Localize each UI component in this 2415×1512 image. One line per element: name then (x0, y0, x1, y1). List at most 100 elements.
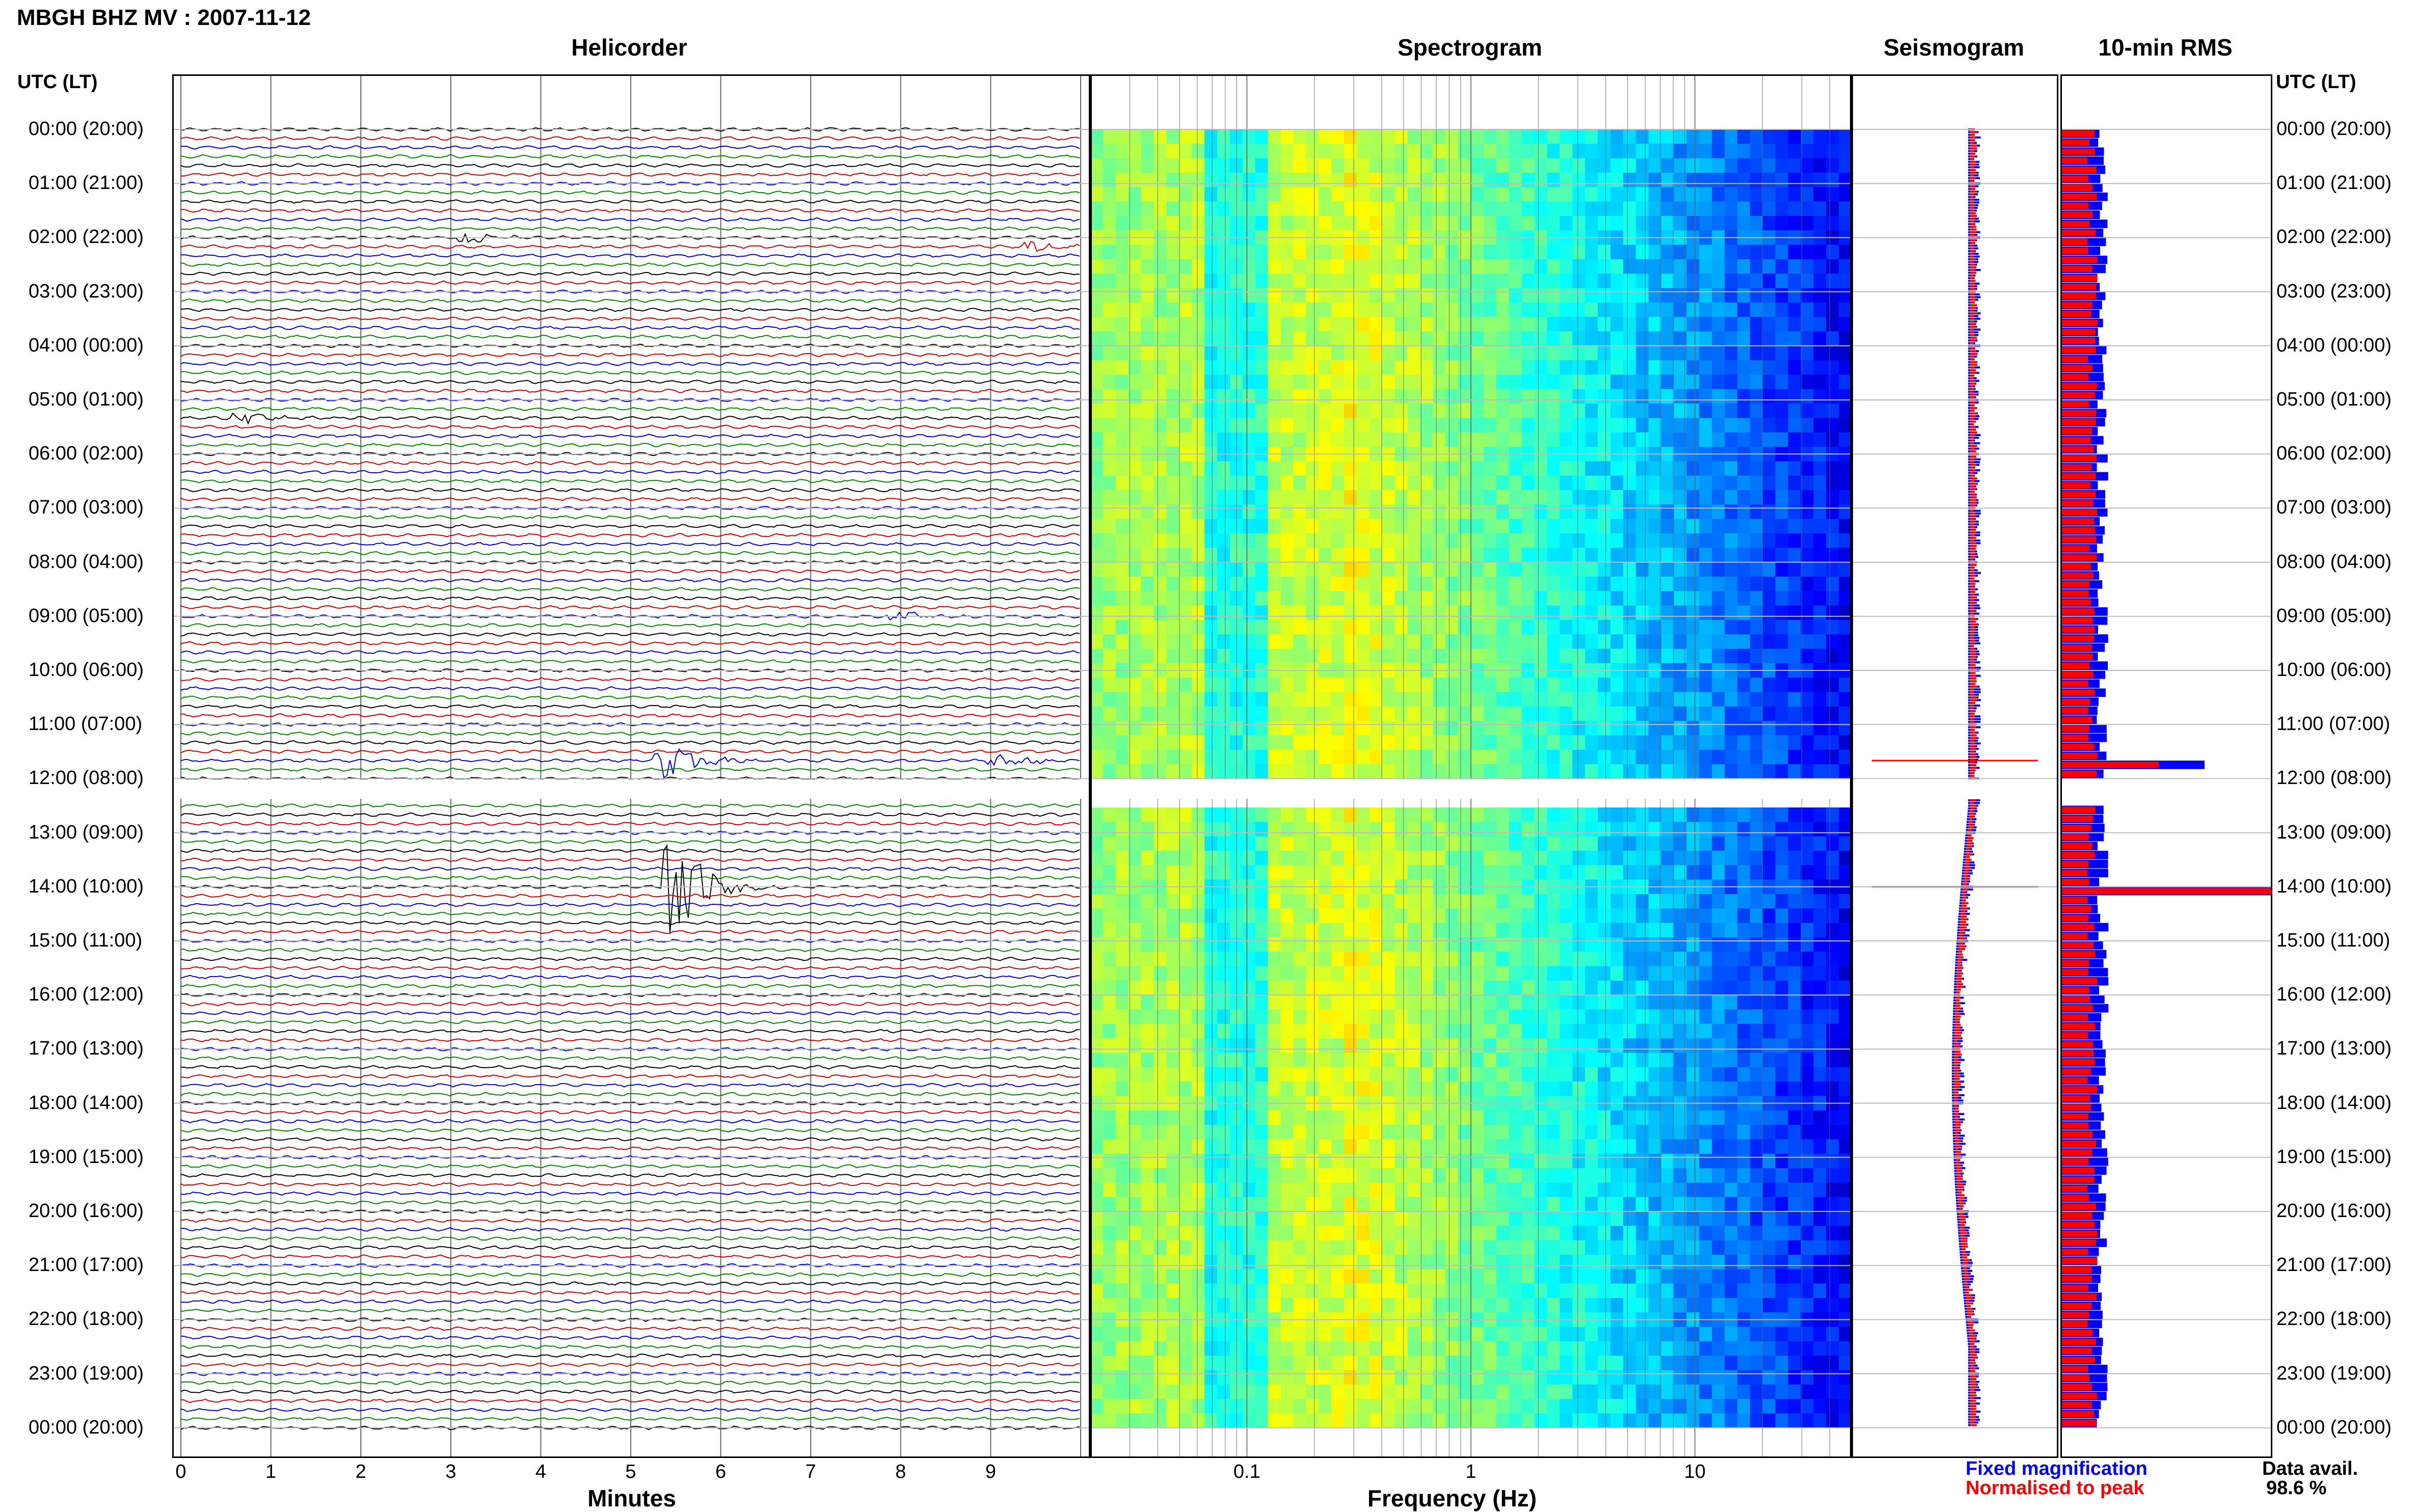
spectrogram-cell (1319, 504, 1332, 519)
spectrogram-cell (1445, 1139, 1459, 1154)
spectrogram-cell (1496, 1125, 1510, 1140)
spectrogram-cell (1103, 1024, 1116, 1039)
spectrogram-cell (1141, 548, 1155, 562)
spectrogram-cell (1712, 202, 1725, 217)
spectrogram-cell (1141, 1024, 1155, 1039)
spectrogram-cell (1611, 966, 1624, 981)
spectrogram-cell (1116, 173, 1129, 187)
spectrogram-cell (1585, 374, 1598, 389)
spectrogram-cell (1445, 216, 1459, 231)
spectrogram-cell (1319, 1111, 1332, 1125)
spectrogram-cell (1560, 548, 1573, 562)
spectrogram-cell (1129, 389, 1142, 404)
spectrogram-cell (1166, 389, 1179, 404)
spectrogram-cell (1408, 303, 1421, 317)
spectrogram-cell (1522, 836, 1535, 851)
spectrogram-cell (1103, 173, 1116, 187)
spectrogram-cell (1623, 764, 1636, 779)
spectrogram-cell (1319, 750, 1332, 765)
spectrogram-cell (1420, 750, 1433, 765)
spectrogram-cell (1166, 1182, 1179, 1197)
spectrogram-cell (1357, 981, 1370, 995)
spectrogram-cell (1116, 620, 1129, 635)
spectrogram-cell (1750, 606, 1763, 620)
spectrogram-cell (1141, 504, 1155, 519)
spectrogram-cell (1293, 807, 1306, 822)
spectrogram-cell (1560, 1111, 1573, 1125)
spectrogram-cell (1129, 433, 1142, 447)
spectrogram-cell (1496, 403, 1510, 418)
spectrogram-cell (1750, 707, 1763, 721)
spectrogram-cell (1623, 245, 1636, 260)
spectrogram-cell (1776, 577, 1789, 591)
spectrogram-cell (1496, 374, 1510, 389)
spectrogram-cell (1788, 403, 1802, 418)
spectrogram-cell (1776, 476, 1789, 491)
spectrogram-cell (1535, 822, 1548, 836)
spectrogram-cell (1408, 245, 1421, 260)
spectrogram-cell (1331, 173, 1345, 187)
spectrogram-cell (1788, 346, 1802, 361)
spectrogram-cell (1611, 533, 1624, 548)
spectrogram-cell (1535, 433, 1548, 447)
spectrogram-cell (1293, 1139, 1306, 1154)
spectrogram-cell (1268, 129, 1281, 144)
spectrogram-cell (1281, 1024, 1294, 1039)
spectrogram-cell (1496, 1182, 1510, 1197)
spectrogram-cell (1382, 1125, 1396, 1140)
spectrogram-cell (1344, 1211, 1357, 1226)
time-label-right: 13:00 (09:00) (2276, 822, 2392, 844)
spectrogram-cell (1763, 937, 1776, 952)
spectrogram-cell (1801, 332, 1814, 346)
spectrogram-cell (1433, 836, 1446, 851)
spectrogram-cell (1395, 1154, 1408, 1169)
spectrogram-cell (1750, 274, 1763, 288)
spectrogram-cell (1611, 504, 1624, 519)
spectrogram-cell (1750, 389, 1763, 404)
spectrogram-cell (1090, 692, 1104, 707)
spectrogram-cell (1776, 721, 1789, 736)
spectrogram-cell (1268, 836, 1281, 851)
spectrogram-cell (1585, 721, 1598, 736)
spectrogram-cell (1737, 202, 1751, 217)
spectrogram-cell (1458, 533, 1471, 548)
spectrogram-cell (1331, 1255, 1345, 1270)
spectrogram-cell (1560, 807, 1573, 822)
spectrogram-cell (1445, 750, 1459, 765)
spectrogram-cell (1255, 678, 1269, 692)
spectrogram-cell (1611, 937, 1624, 952)
spectrogram-cell (1243, 1038, 1256, 1053)
spectrogram-cell (1204, 1010, 1218, 1024)
spectrogram-cell (1737, 259, 1751, 274)
spectrogram-cell (1611, 1255, 1624, 1270)
spectrogram-cell (1813, 1211, 1827, 1226)
spectrogram-cell (1776, 1067, 1789, 1082)
spectrogram-cell (1585, 519, 1598, 534)
spectrogram-cell (1166, 692, 1179, 707)
spectrogram-cell (1699, 504, 1712, 519)
spectrogram-cell (1445, 649, 1459, 664)
spectrogram-cell (1408, 822, 1421, 836)
spectrogram-cell (1445, 1255, 1459, 1270)
spectrogram-cell (1217, 1255, 1230, 1270)
spectrogram-cell (1699, 332, 1712, 346)
spectrogram-cell (1750, 1269, 1763, 1284)
spectrogram-cell (1572, 490, 1586, 505)
spectrogram-cell (1370, 374, 1383, 389)
spectrogram-cell (1649, 750, 1662, 765)
spectrogram-cell (1445, 721, 1459, 736)
spectrogram-cell (1331, 433, 1345, 447)
spectrogram-cell (1737, 1082, 1751, 1096)
spectrogram-cell (1344, 620, 1357, 635)
spectrogram-cell (1813, 822, 1827, 836)
spectrogram-cell (1204, 981, 1218, 995)
spectrogram-cell (1090, 908, 1104, 923)
spectrogram-cell (1179, 433, 1192, 447)
spectrogram-cell (1585, 1211, 1598, 1226)
spectrogram-cell (1103, 620, 1116, 635)
spectrogram-cell (1357, 952, 1370, 966)
spectrogram-cell (1598, 606, 1611, 620)
spectrogram-cell (1420, 433, 1433, 447)
spectrogram-cell (1281, 1111, 1294, 1125)
spectrogram-cell (1585, 822, 1598, 836)
